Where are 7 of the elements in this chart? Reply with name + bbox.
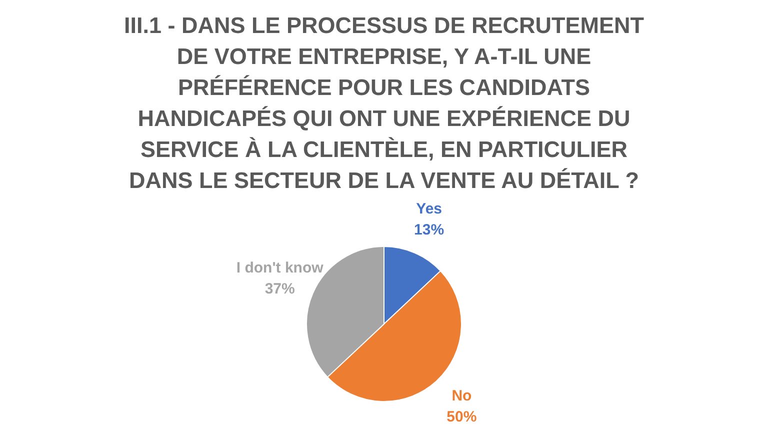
slice-label: No — [452, 387, 472, 404]
data-label: 13% — [414, 221, 444, 238]
data-label: 37% — [264, 280, 295, 298]
slice-label: I don't know — [236, 260, 324, 277]
chart-title: III.1 - DANS LE PROCESSUS DE RECRUTEMENT DE VOTRE ENTREPRISE, Y A-T-IL UNE PRÉFÉRENCE POUR LES CANDIDATS HANDICAPÉS QUI ONT UNE EXPÉRIENCE DU SERVICE À LA CLIENTÈLE, EN PARTICULIER DANS LE SECTEUR DE LA VENTE AU DÉTAIL ? — [122, 12, 646, 195]
slice-label: Yes — [416, 200, 442, 218]
data-label: 50% — [446, 408, 477, 426]
